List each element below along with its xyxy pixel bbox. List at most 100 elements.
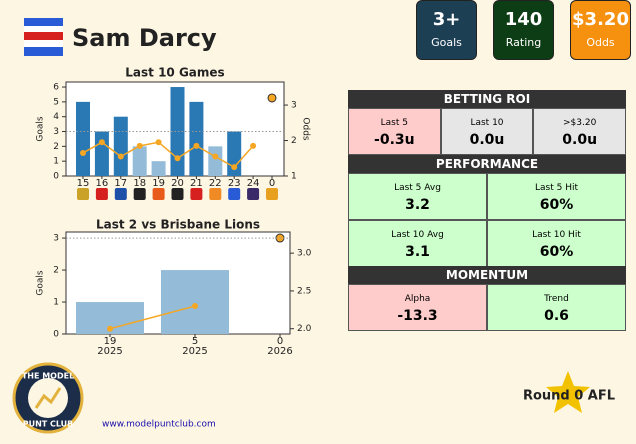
table-cell: Last 5 Hit 60%	[487, 173, 626, 220]
cell-label: Last 5	[380, 118, 408, 128]
logo-text: THE MODEL	[22, 372, 74, 381]
team-logo	[133, 188, 146, 200]
y-tick-label: 1	[53, 298, 59, 308]
y-tick-label: 1	[53, 157, 59, 167]
x-tick-label: 18	[133, 178, 146, 189]
team-logo	[228, 188, 241, 200]
odds-point	[231, 164, 238, 171]
x-tick-label: 0	[277, 336, 283, 347]
stat-label: Rating	[505, 36, 542, 49]
x-tick-label: 15	[77, 178, 90, 189]
table: BETTING ROI Last 5 -0.3u Last 10 0.0u >$3.20 0…	[348, 90, 627, 155]
stat-box: 3+ Goals	[416, 0, 477, 60]
stat-label: Goals	[431, 36, 462, 49]
table-cell: Last 10 Hit 60%	[487, 220, 626, 267]
x-tick-sublabel: 2025	[97, 346, 122, 357]
y-axis-label: Goals	[36, 116, 46, 141]
y-tick-label: 3	[53, 127, 59, 137]
bar	[113, 116, 128, 176]
url[interactable]: www.modelpuntclub.com	[102, 420, 216, 430]
stat-box: 140 Rating	[493, 0, 554, 60]
cell-label: Last 5 Avg	[394, 183, 441, 193]
bar	[161, 270, 229, 334]
cell-label: >$3.20	[563, 118, 597, 128]
stat-value: 3+	[432, 9, 461, 30]
y-tick-label: 5	[53, 97, 59, 107]
odds-point	[192, 303, 198, 310]
player-name: Sam Darcy	[72, 24, 217, 52]
cell-label: Alpha	[404, 294, 431, 304]
team-logo	[247, 188, 260, 200]
odds-point	[136, 142, 143, 149]
table-cell: Trend 0.6	[487, 284, 626, 331]
bar	[151, 161, 166, 176]
x-tick-label: 0	[269, 178, 275, 189]
x-tick-label: 5	[192, 336, 198, 347]
x-tick-label: 23	[228, 178, 241, 189]
team-logo	[190, 188, 203, 200]
stat-value: $3.20	[572, 9, 629, 30]
star	[546, 371, 590, 413]
cell-value: 0.0u	[562, 132, 598, 148]
table-header: PERFORMANCE	[348, 155, 626, 173]
table-cell: Last 5 -0.3u	[348, 108, 441, 155]
x-tick-label: 17	[114, 178, 127, 189]
x-tick-label: 19	[104, 336, 117, 347]
bar	[94, 131, 109, 176]
logo	[12, 362, 84, 434]
y2-axis-label: Odds	[301, 117, 311, 141]
y-axis-label: Goals	[36, 270, 46, 295]
odds-point	[212, 153, 219, 160]
table-row: Alpha -13.3 Trend 0.6	[348, 284, 626, 331]
cell-value: -0.3u	[374, 132, 415, 148]
y2-tick-label: 1	[291, 172, 297, 182]
cell-value: -13.3	[397, 308, 438, 324]
bar	[189, 101, 204, 176]
table-cell: Last 10 0.0u	[440, 108, 534, 155]
bar	[170, 87, 185, 176]
odds-point	[98, 139, 105, 146]
chart-title: Last 2 vs Brisbane Lions	[96, 218, 260, 232]
cell-label: Trend	[544, 294, 569, 304]
table-row: Last 10 Avg 3.1 Last 10 Hit 60%	[348, 220, 626, 267]
odds-point	[174, 155, 181, 162]
y-tick-label: 2	[53, 142, 59, 152]
x-tick-sublabel: 2025	[182, 346, 207, 357]
table: MOMENTUM Alpha -13.3 Trend 0.6	[348, 266, 626, 331]
odds-line	[109, 305, 196, 330]
x-tick-sublabel: 2026	[267, 346, 292, 357]
y-tick-label: 3	[53, 234, 59, 244]
cell-value: 60%	[539, 244, 574, 260]
x-tick-label: 22	[209, 178, 222, 189]
odds-point	[250, 142, 257, 149]
team-logo	[171, 188, 184, 200]
x-tick-label: 16	[96, 178, 109, 189]
table-cell: Last 5 Avg 3.2	[348, 173, 487, 220]
table-row: Last 5 Avg 3.2 Last 5 Hit 60%	[348, 173, 626, 220]
x-tick-label: 21	[190, 178, 203, 189]
bar	[76, 101, 90, 176]
flag	[24, 18, 63, 56]
table-cell: Last 10 Avg 3.1	[348, 220, 487, 267]
cell-value: 0.6	[544, 308, 569, 324]
y2-tick-label: 3.0	[297, 249, 312, 259]
odds-point	[80, 149, 86, 156]
table-cell: Alpha -13.3	[348, 284, 487, 331]
next-odds-point	[267, 93, 277, 103]
y2-tick-label: 2	[291, 136, 297, 146]
stat-value: 140	[504, 9, 543, 30]
table-header: BETTING ROI	[348, 90, 626, 108]
x-tick-label: 20	[171, 178, 184, 189]
cell-value: 60%	[539, 197, 574, 213]
bar	[132, 146, 147, 176]
cell-label: Last 10	[470, 118, 504, 128]
chart-title: Last 10 Games	[125, 66, 224, 80]
y-tick-label: 0	[53, 172, 59, 182]
odds-point	[107, 325, 113, 332]
y-tick-label: 2	[53, 266, 59, 276]
y2-tick-label: 2.5	[297, 286, 311, 296]
round: Round 0 AFL	[523, 389, 615, 404]
y-tick-label: 4	[53, 112, 59, 122]
